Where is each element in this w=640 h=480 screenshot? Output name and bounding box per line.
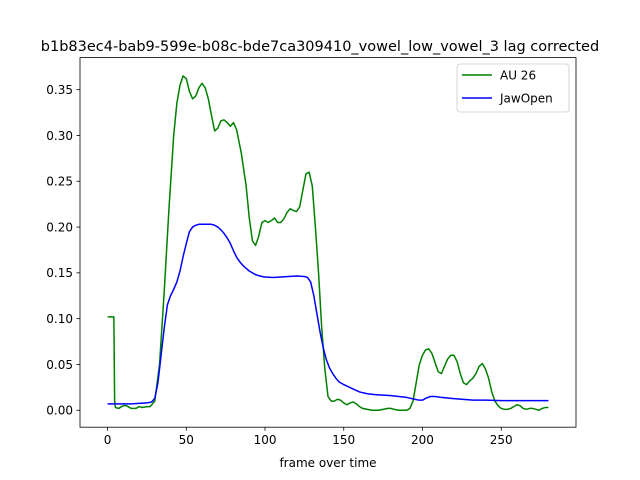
y-tick-label: 0.30 [46, 129, 73, 143]
x-axis: 0 50 100 150 200 250 [104, 427, 513, 447]
legend-label-jawopen: JawOpen [499, 92, 553, 106]
y-tick-label: 0.15 [46, 266, 73, 280]
series-line-jawopen [107, 223, 549, 405]
x-tick-label: 0 [104, 433, 112, 447]
y-tick-label: 0.05 [46, 358, 73, 372]
axes-frame [79, 57, 577, 428]
x-tick-label: 100 [254, 433, 277, 447]
y-tick-label: 0.20 [46, 220, 73, 234]
plot-area [79, 57, 577, 428]
x-axis-label: frame over time [279, 456, 376, 470]
chart-title: b1b83ec4-bab9-599e-b08c-bde7ca309410_vow… [41, 39, 599, 55]
legend-label-au26: AU 26 [500, 69, 536, 83]
legend: AU 26 JawOpen [456, 63, 570, 113]
x-tick-label: 200 [411, 433, 434, 447]
y-tick-label: 0.35 [46, 83, 73, 97]
y-tick-label: 0.25 [46, 175, 73, 189]
series-layer [107, 75, 549, 411]
axes-background [80, 57, 576, 428]
x-tick-label: 50 [179, 433, 194, 447]
series-line-au-26 [107, 75, 549, 411]
x-tick-label: 150 [332, 433, 355, 447]
legend-box [456, 63, 570, 113]
y-tick-label: 0.00 [46, 404, 73, 418]
x-tick-label: 250 [490, 433, 513, 447]
y-axis: 0.00 0.05 0.10 0.15 0.20 0.25 0.30 0.35 [46, 83, 80, 418]
y-tick-label: 0.10 [46, 312, 73, 326]
